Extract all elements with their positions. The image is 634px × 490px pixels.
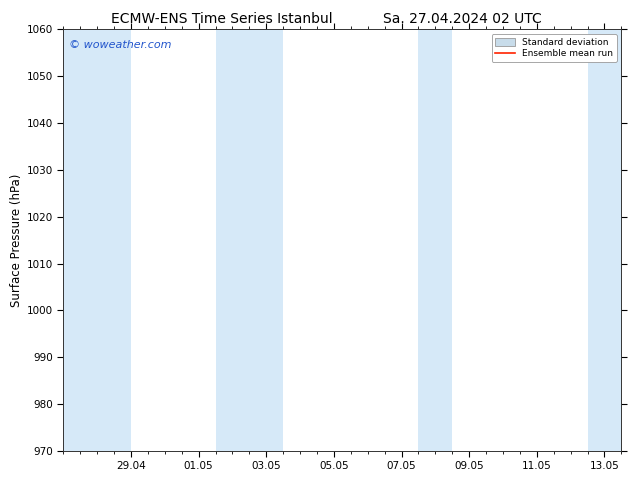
Y-axis label: Surface Pressure (hPa): Surface Pressure (hPa) [10,173,23,307]
Bar [249,29,283,451]
Bar [216,29,249,451]
Bar [63,29,97,451]
Bar [588,29,621,451]
Text: Sa. 27.04.2024 02 UTC: Sa. 27.04.2024 02 UTC [384,12,542,26]
Text: ECMW-ENS Time Series Istanbul: ECMW-ENS Time Series Istanbul [111,12,333,26]
Bar [97,29,131,451]
Bar [418,29,452,451]
Legend: Standard deviation, Ensemble mean run: Standard deviation, Ensemble mean run [491,34,617,62]
Text: © woweather.com: © woweather.com [69,40,171,50]
